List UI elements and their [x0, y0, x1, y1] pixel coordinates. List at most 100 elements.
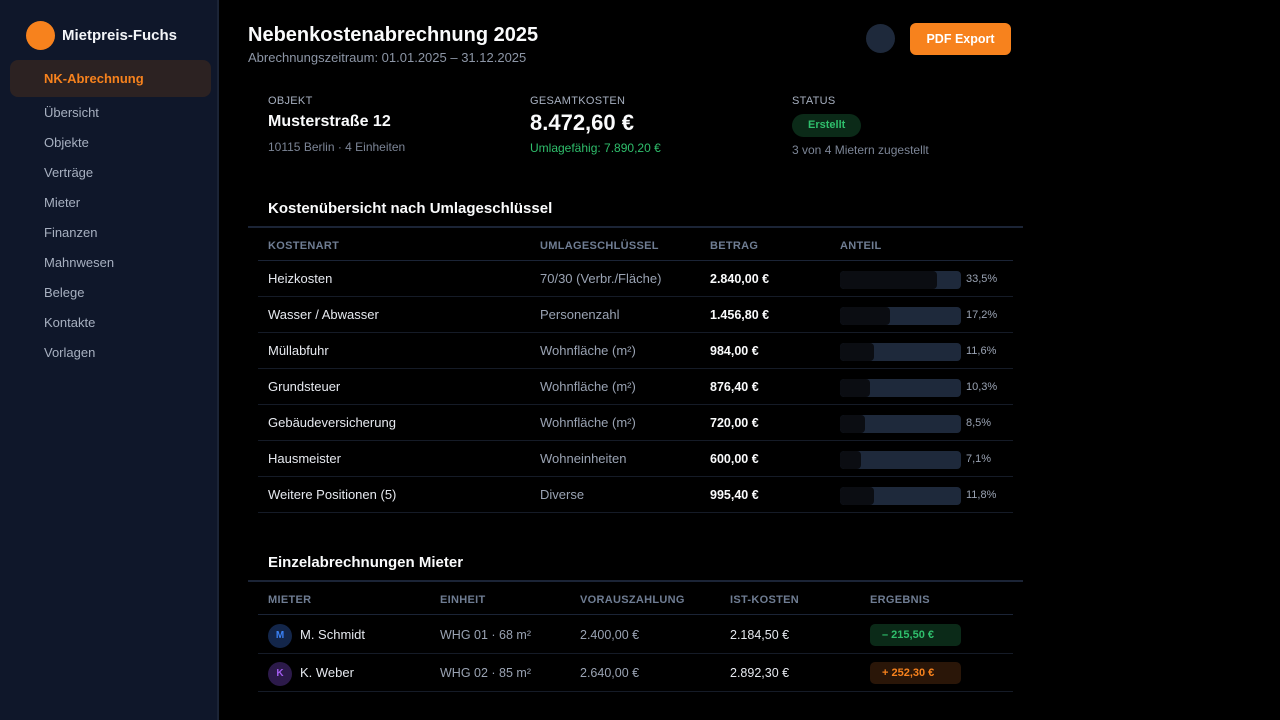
table-row[interactable]: Gebäudeversicherung Wohnfläche (m²) 720,…: [258, 405, 1013, 441]
brand[interactable]: Mietpreis-Fuchs: [26, 21, 177, 50]
sidebar-item-nk-abrechnung[interactable]: NK-Abrechnung: [10, 60, 211, 97]
fox-logo-icon: [26, 21, 55, 50]
table-row[interactable]: Weitere Positionen (5) Diverse 995,40 € …: [258, 477, 1013, 513]
col-ist-kosten: IST-KOSTEN: [730, 594, 800, 606]
tenant-actual-cost: 2.892,30 €: [730, 666, 790, 680]
umlagefaehig-value: Umlagefähig: 7.890,20 €: [530, 141, 661, 155]
costs-section-title: Kostenübersicht nach Umlageschlüssel: [268, 200, 553, 217]
table-row[interactable]: Heizkosten 70/30 (Verbr./Fläche) 2.840,0…: [258, 261, 1013, 297]
table-head-divider: [258, 614, 1013, 615]
sidebar-item-uebersicht[interactable]: Übersicht: [44, 105, 99, 120]
cost-amount: 995,40 €: [710, 488, 759, 502]
share-bar-fill: [840, 415, 865, 433]
col-einheit: EINHEIT: [440, 594, 486, 606]
share-bar-fill: [840, 307, 890, 325]
summary-status: STATUS Erstellt 3 von 4 Mietern zugestel…: [792, 95, 1032, 157]
tenant-name: M. Schmidt: [300, 627, 366, 642]
app-name: Mietpreis-Fuchs: [62, 27, 178, 44]
sidebar-item-belege[interactable]: Belege: [44, 285, 85, 300]
sidebar-nav: Übersicht Objekte Verträge Mieter Finanz…: [44, 103, 114, 373]
cost-name: Hausmeister: [268, 451, 341, 466]
cost-key: Wohneinheiten: [540, 451, 627, 466]
share-bar: [840, 343, 961, 361]
share-bar: [840, 451, 961, 469]
tenant-avatar: M: [268, 624, 292, 648]
gesamtkosten-value: 8.472,60 €: [530, 110, 634, 135]
summary-objekt: OBJEKT Musterstraße 12 10115 Berlin · 4 …: [268, 95, 508, 154]
col-vorauszahlung: VORAUSZAHLUNG: [580, 594, 685, 606]
summary-gesamtkosten: GESAMTKOSTEN 8.472,60 € Umlagefähig: 7.8…: [530, 95, 770, 155]
share-bar: [840, 379, 961, 397]
cost-name: Müllabfuhr: [268, 343, 329, 358]
cost-key: 70/30 (Verbr./Fläche): [540, 271, 662, 286]
section-divider: [248, 580, 1023, 582]
cost-amount: 720,00 €: [710, 416, 759, 430]
table-row[interactable]: Grundsteuer Wohnfläche (m²) 876,40 € 10,…: [258, 369, 1013, 405]
table-row[interactable]: Müllabfuhr Wohnfläche (m²) 984,00 € 11,6…: [258, 333, 1013, 369]
sidebar-item-mieter[interactable]: Mieter: [44, 195, 81, 210]
sidebar-item-vorlagen[interactable]: Vorlagen: [44, 345, 96, 360]
cost-amount: 2.840,00 €: [710, 272, 770, 286]
share-bar: [840, 487, 961, 505]
cost-key: Personenzahl: [540, 307, 620, 322]
tenant-name: K. Weber: [300, 665, 354, 680]
sidebar-item-vertraege[interactable]: Verträge: [44, 165, 94, 180]
share-percent: 33,5%: [966, 273, 998, 285]
share-bar: [840, 415, 961, 433]
sidebar-item-finanzen[interactable]: Finanzen: [44, 225, 98, 240]
sidebar: Mietpreis-Fuchs NK-Abrechnung Übersicht …: [0, 0, 219, 720]
cost-amount: 1.456,80 €: [710, 308, 770, 322]
status-label: STATUS: [792, 95, 836, 107]
pdf-export-button[interactable]: PDF Export: [910, 23, 1011, 55]
tenant-actual-cost: 2.184,50 €: [730, 628, 790, 642]
share-bar-fill: [840, 271, 937, 289]
sidebar-item-mahnwesen[interactable]: Mahnwesen: [44, 255, 115, 270]
status-badge: Erstellt: [792, 114, 862, 137]
share-bar: [840, 271, 961, 289]
tenant-prepayment: 2.640,00 €: [580, 666, 640, 680]
cost-name: Grundsteuer: [268, 379, 341, 394]
objekt-sub: 10115 Berlin · 4 Einheiten: [268, 140, 406, 154]
page-subtitle: Abrechnungszeitraum: 01.01.2025 – 31.12.…: [248, 50, 527, 65]
share-bar-fill: [840, 487, 875, 505]
gesamtkosten-label: GESAMTKOSTEN: [530, 95, 626, 107]
sidebar-item-objekte[interactable]: Objekte: [44, 135, 89, 150]
section-divider: [248, 226, 1023, 228]
cost-key: Diverse: [540, 487, 585, 502]
share-bar-fill: [840, 451, 861, 469]
col-betrag: BETRAG: [710, 240, 759, 252]
cost-amount: 984,00 €: [710, 344, 759, 358]
result-badge: – 215,50 €: [870, 624, 961, 646]
cost-key: Wohnfläche (m²): [540, 379, 636, 394]
cost-name: Wasser / Abwasser: [268, 307, 379, 322]
col-ergebnis: ERGEBNIS: [870, 594, 930, 606]
cost-amount: 600,00 €: [710, 452, 759, 466]
table-row[interactable]: Wasser / Abwasser Personenzahl 1.456,80 …: [258, 297, 1013, 333]
cost-amount: 876,40 €: [710, 380, 759, 394]
share-percent: 10,3%: [966, 381, 998, 393]
share-percent: 8,5%: [966, 417, 992, 429]
cost-key: Wohnfläche (m²): [540, 415, 636, 430]
table-row[interactable]: Hausmeister Wohneinheiten 600,00 € 7,1%: [258, 441, 1013, 477]
objekt-label: OBJEKT: [268, 95, 313, 107]
sidebar-item-kontakte[interactable]: Kontakte: [44, 315, 96, 330]
share-percent: 7,1%: [966, 453, 992, 465]
share-percent: 11,6%: [966, 345, 997, 357]
share-bar-fill: [840, 343, 874, 361]
user-avatar[interactable]: [866, 24, 895, 53]
tenant-row[interactable]: M M. Schmidt WHG 01 · 68 m² 2.400,00 € 2…: [258, 616, 1013, 654]
cost-key: Wohnfläche (m²): [540, 343, 636, 358]
tenant-row[interactable]: K K. Weber WHG 02 · 85 m² 2.640,00 € 2.8…: [258, 654, 1013, 692]
objekt-value: Musterstraße 12: [268, 113, 391, 130]
share-percent: 17,2%: [966, 309, 998, 321]
tenants-section-title: Einzelabrechnungen Mieter: [268, 554, 464, 571]
col-umlageschluessel: UMLAGESCHLÜSSEL: [540, 240, 659, 252]
tenant-unit: WHG 01 · 68 m²: [440, 628, 531, 642]
col-anteil: ANTEIL: [840, 240, 882, 252]
table-head-divider: [258, 260, 1013, 261]
result-badge: + 252,30 €: [870, 662, 961, 684]
cost-name: Gebäudeversicherung: [268, 415, 396, 430]
col-kostenart: KOSTENART: [268, 240, 340, 252]
share-bar-fill: [840, 379, 870, 397]
cost-name: Heizkosten: [268, 271, 333, 286]
